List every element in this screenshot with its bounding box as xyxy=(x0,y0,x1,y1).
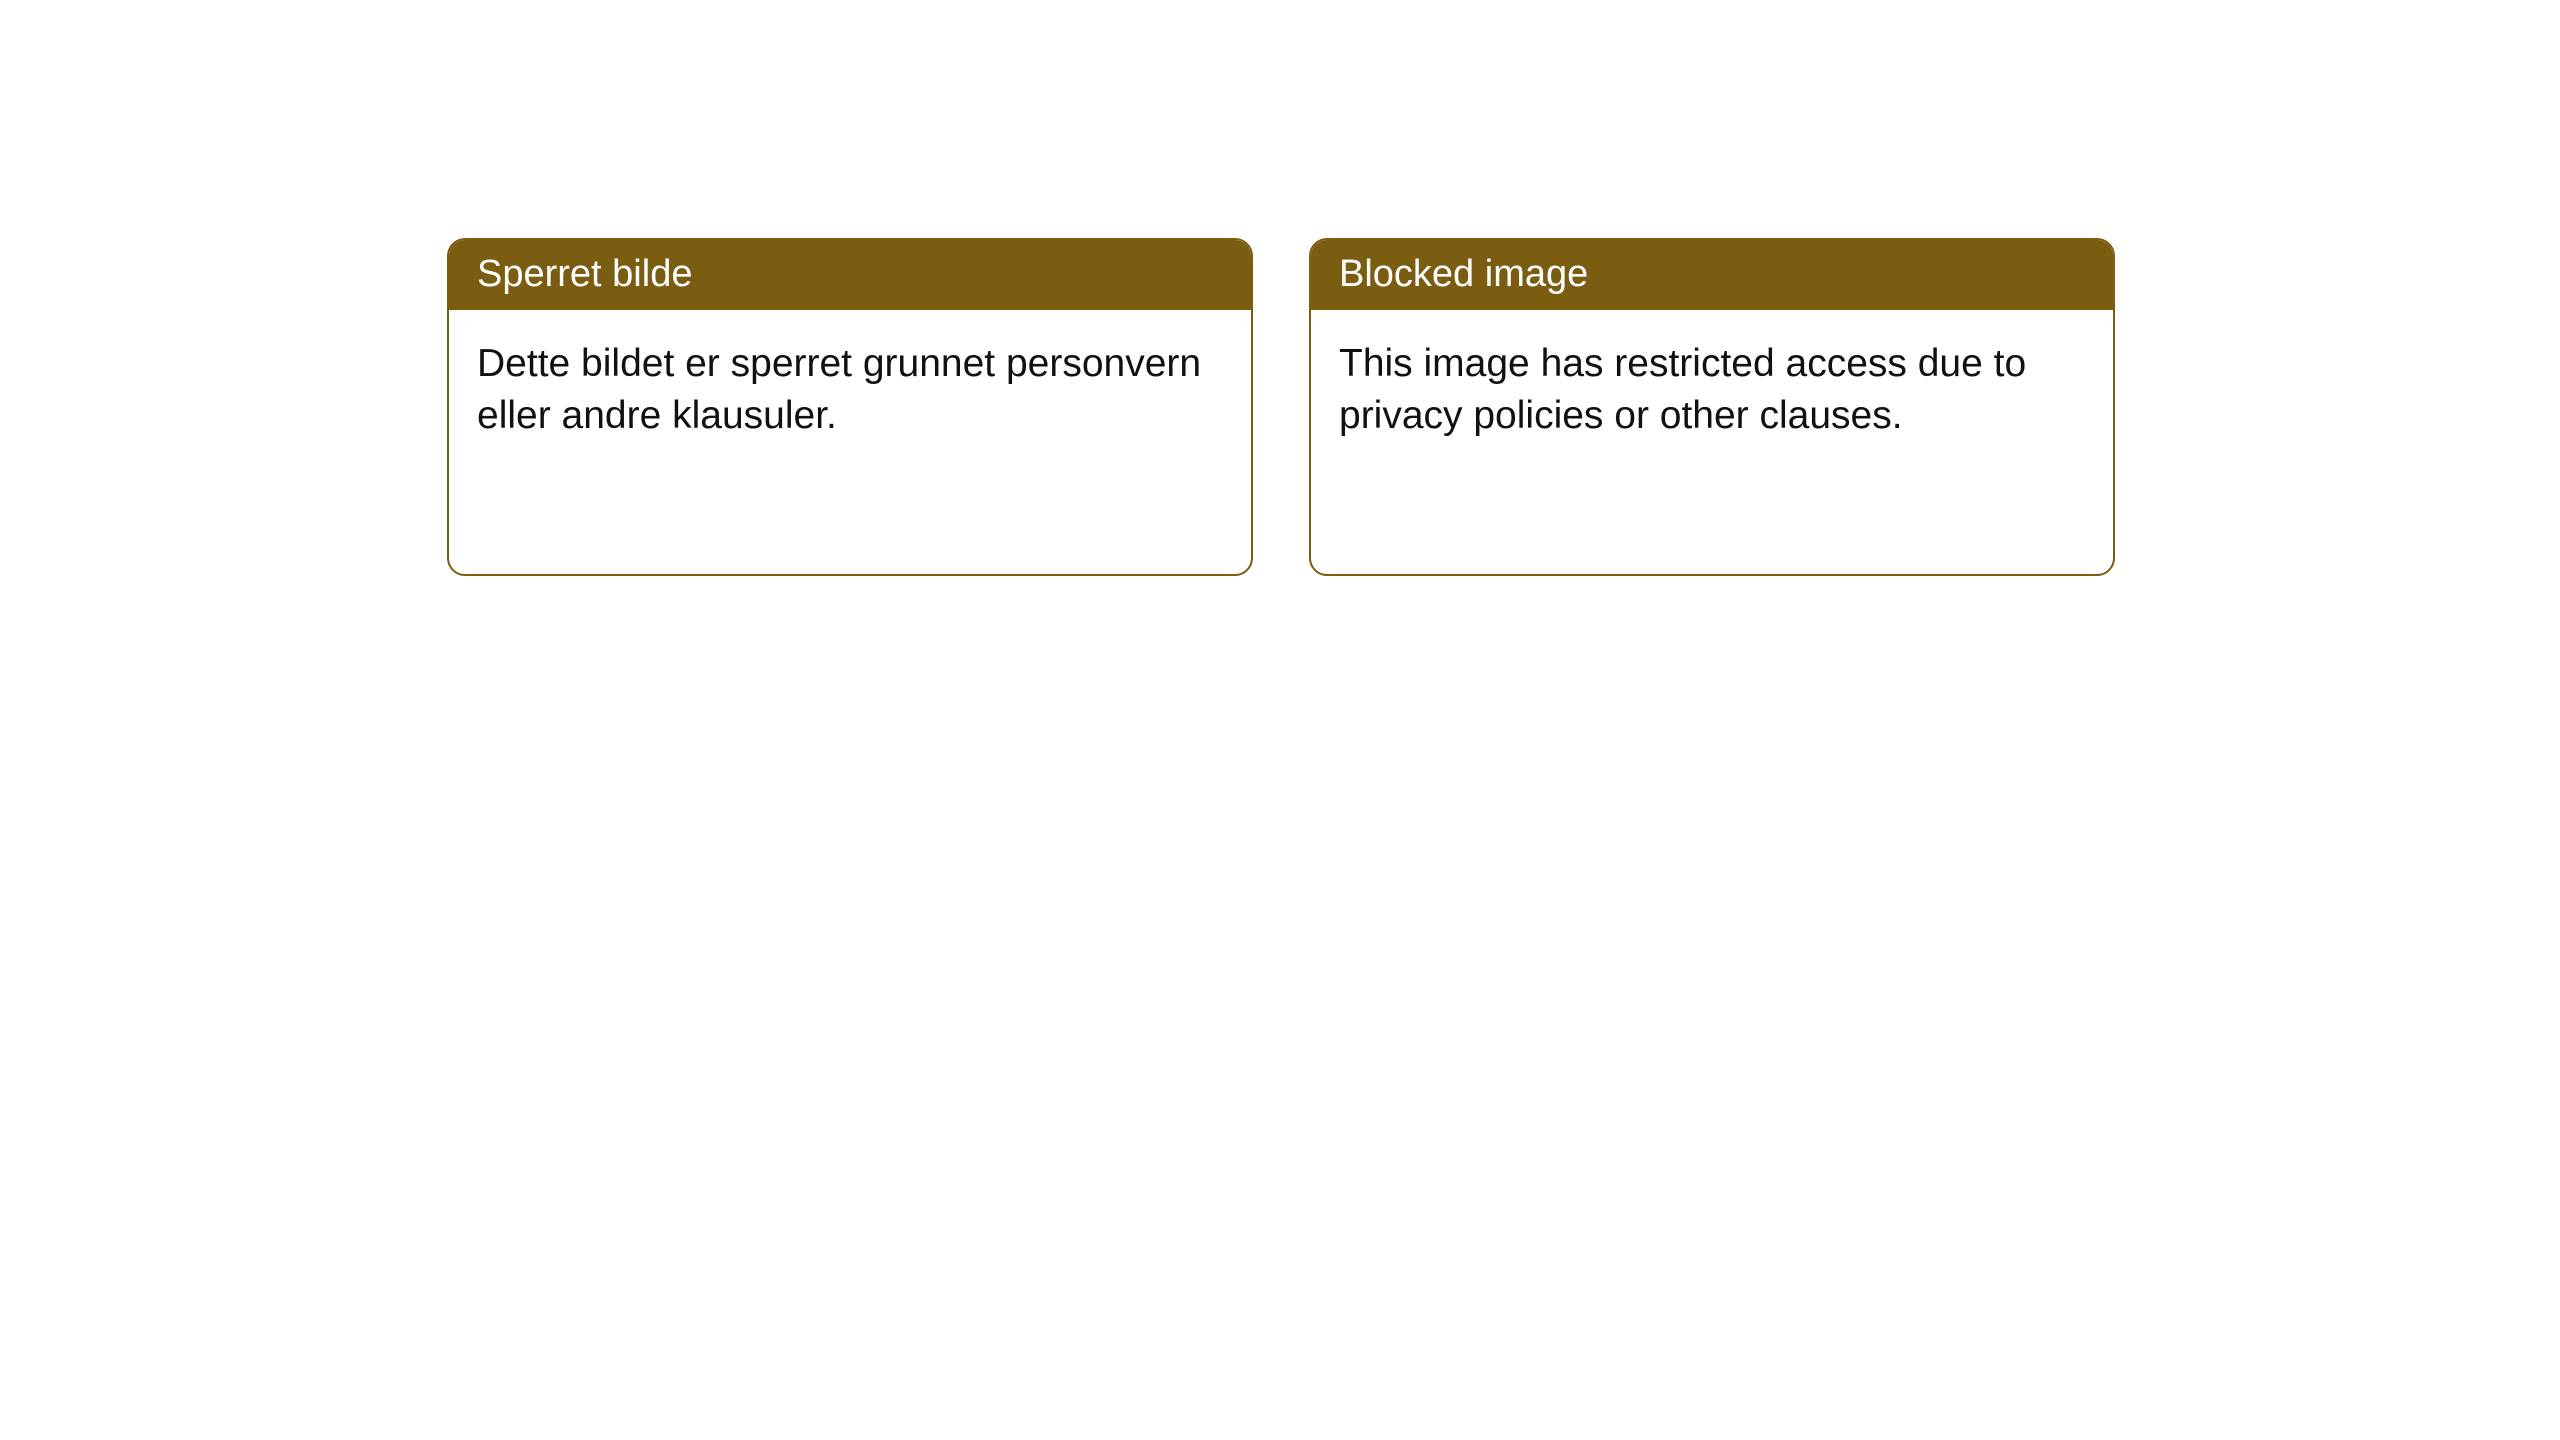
notice-card-norwegian: Sperret bilde Dette bildet er sperret gr… xyxy=(447,238,1253,576)
notice-title-english: Blocked image xyxy=(1311,240,2113,310)
notice-body-english: This image has restricted access due to … xyxy=(1311,310,2113,471)
notice-container: Sperret bilde Dette bildet er sperret gr… xyxy=(447,238,2115,576)
notice-body-norwegian: Dette bildet er sperret grunnet personve… xyxy=(449,310,1251,471)
notice-card-english: Blocked image This image has restricted … xyxy=(1309,238,2115,576)
notice-title-norwegian: Sperret bilde xyxy=(449,240,1251,310)
